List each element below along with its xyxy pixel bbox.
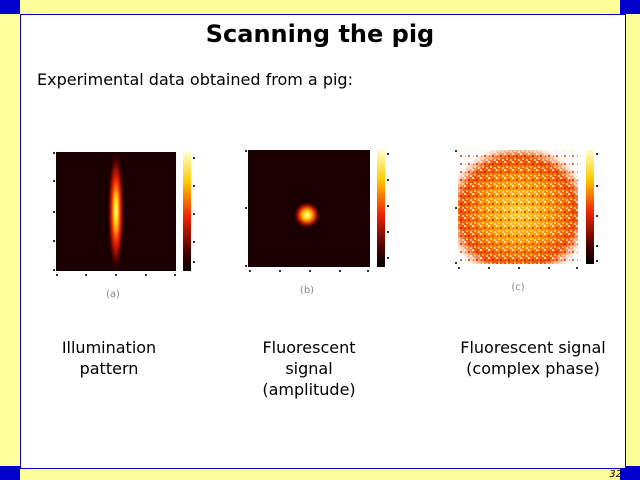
corner-top-right — [620, 0, 640, 14]
colorbar — [183, 152, 191, 271]
page-number: 32 — [609, 469, 622, 480]
caption-phase: Fluorescent signal (complex phase) — [460, 338, 606, 378]
illumination-beam — [108, 153, 124, 269]
tick-marks — [53, 152, 195, 276]
caption-illumination: Illumination pattern — [61, 338, 157, 378]
figure-label-b: (b) — [300, 285, 314, 296]
corner-bottom-left — [0, 466, 20, 480]
tick-marks — [245, 150, 389, 272]
figure-label-c: (c) — [511, 282, 524, 293]
slide-subtitle: Experimental data obtained from a pig: — [37, 70, 353, 89]
phase-noise-texture — [458, 150, 578, 264]
fluorescent-spot — [293, 201, 321, 229]
figure-illumination-heatmap: (a) — [53, 152, 195, 300]
figure-amplitude-heatmap: (b) — [245, 150, 389, 296]
caption-amplitude: Fluorescent signal (amplitude) — [262, 338, 356, 399]
figure-phase-heatmap: (c) — [455, 150, 598, 293]
colorbar — [377, 150, 385, 267]
corner-bottom-right — [620, 466, 640, 480]
slide-title: Scanning the pig — [205, 20, 435, 48]
colorbar — [586, 150, 594, 264]
tick-marks — [455, 150, 598, 269]
corner-top-left — [0, 0, 20, 14]
figure-label-a: (a) — [106, 289, 120, 300]
